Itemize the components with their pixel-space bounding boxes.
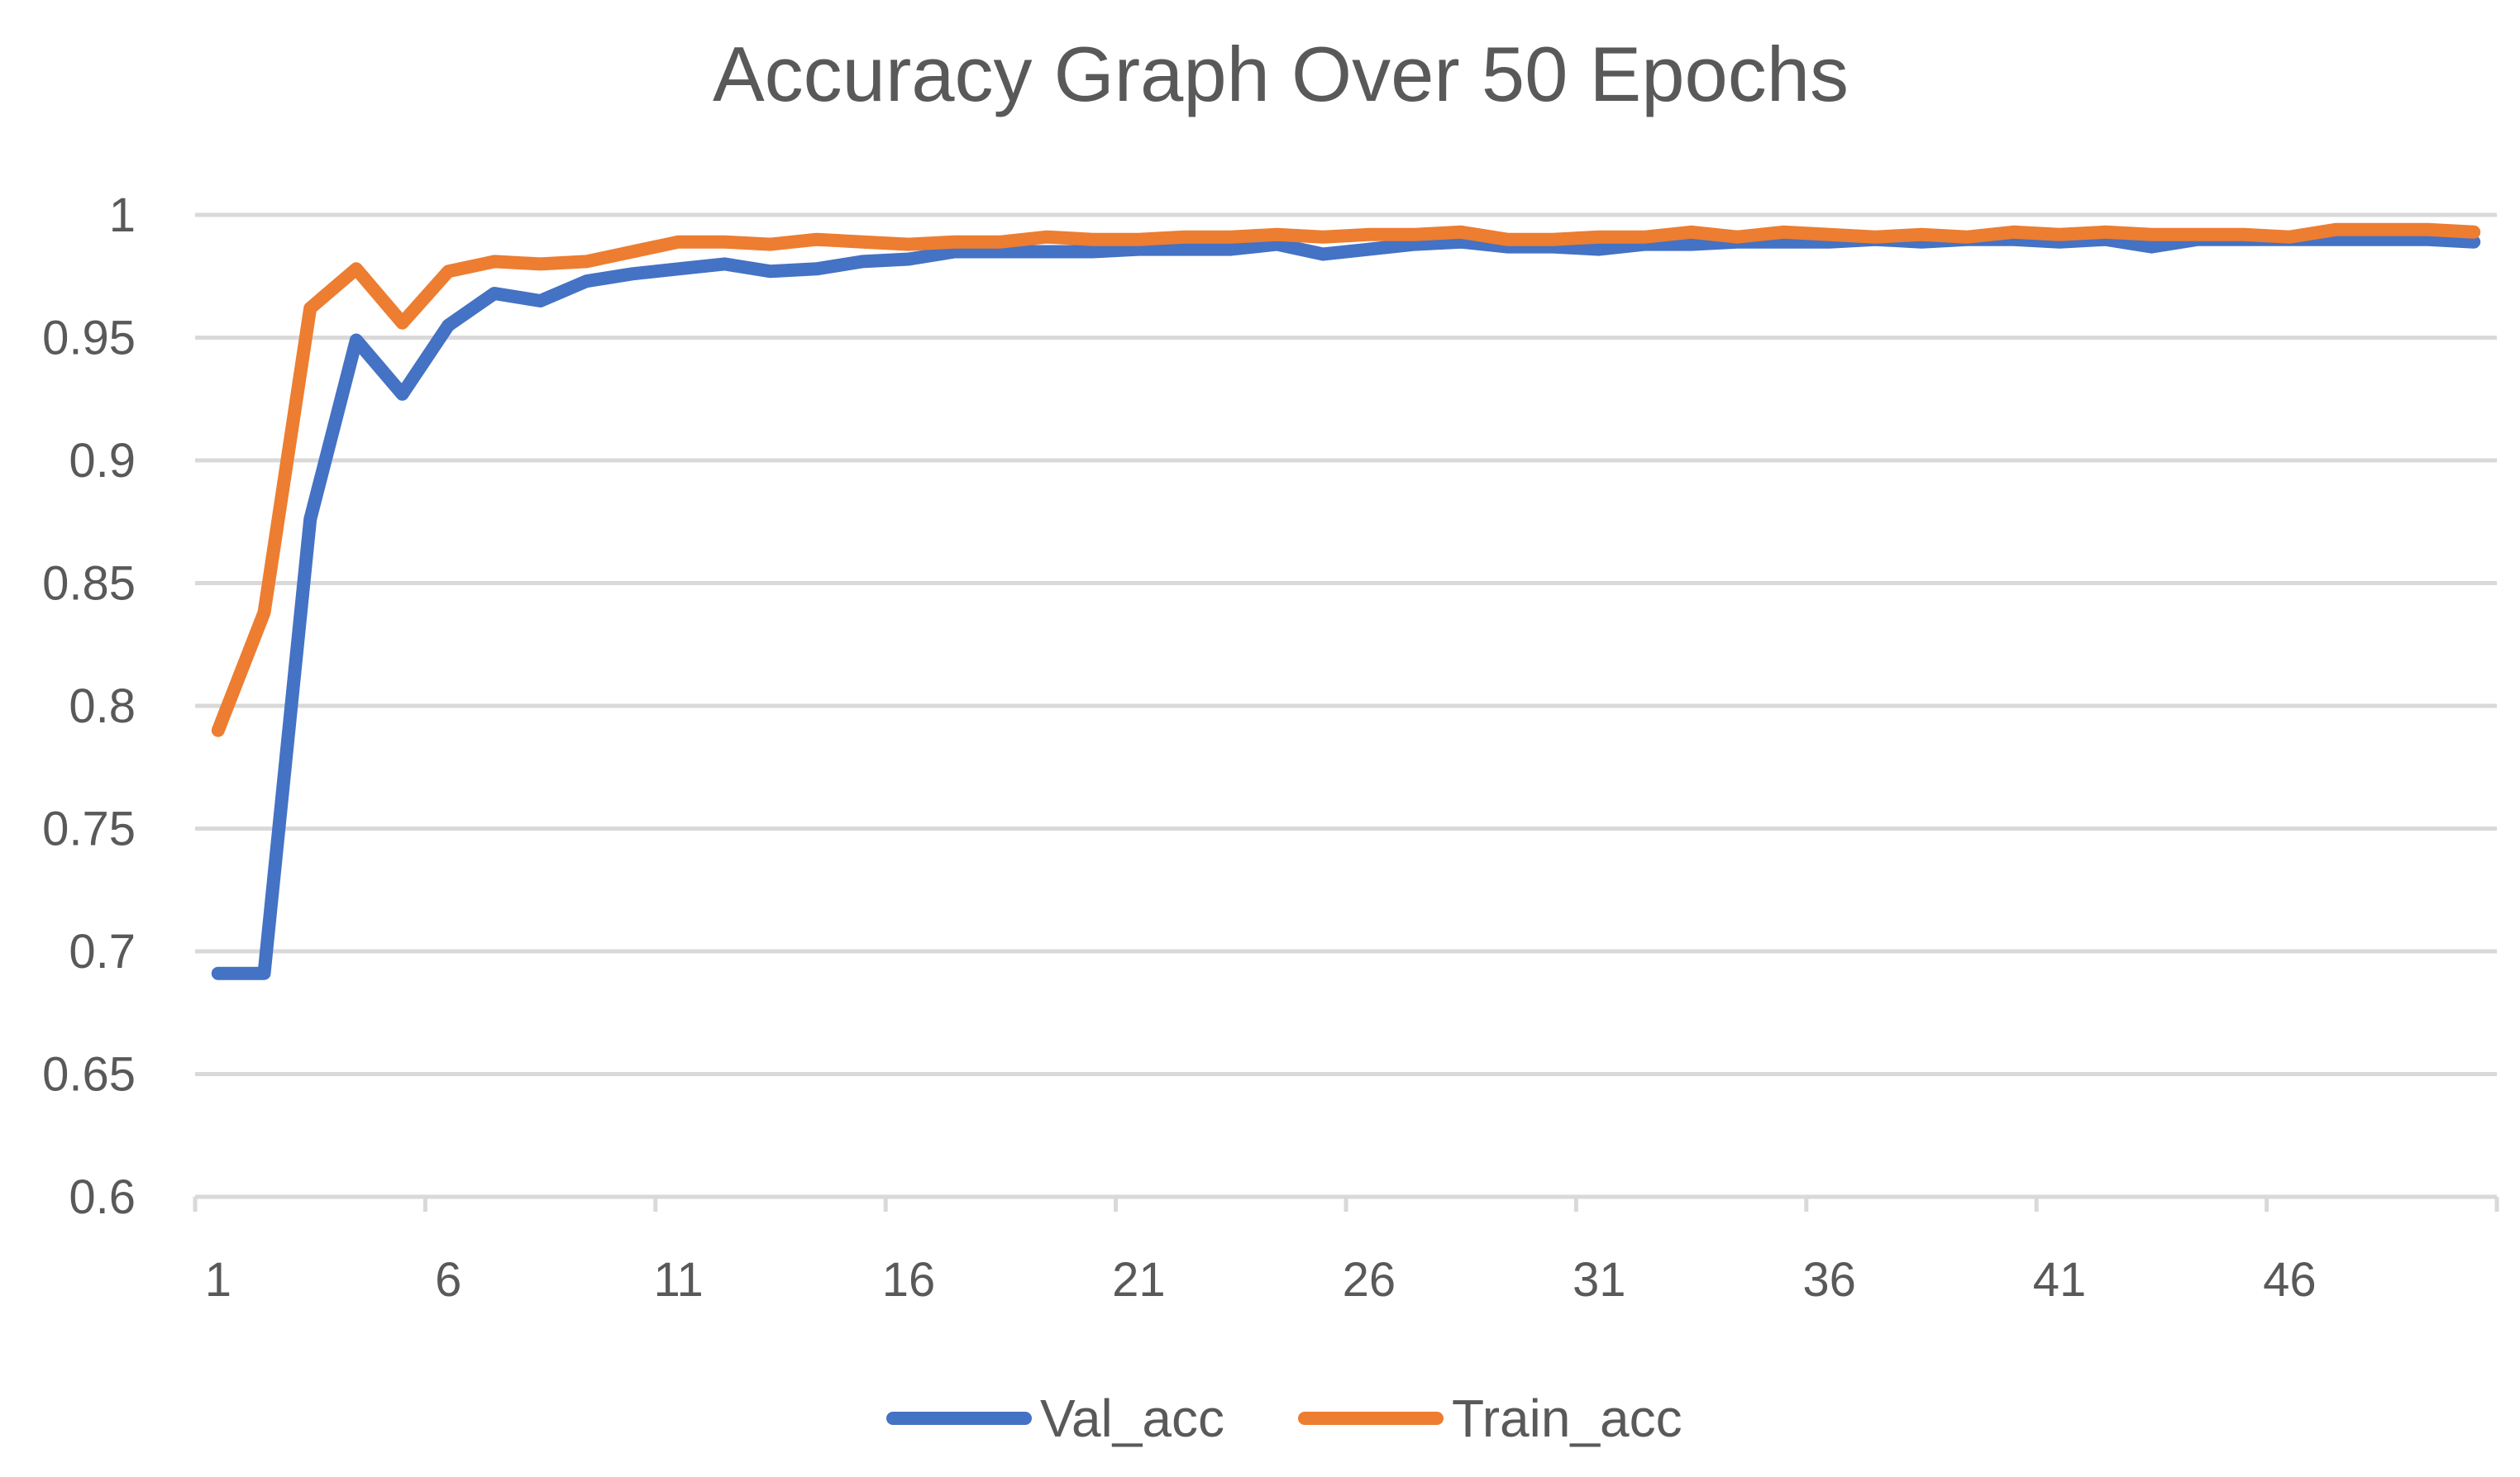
- x-axis: [193, 1194, 2499, 1212]
- y-tick-label: 0.85: [42, 557, 136, 611]
- x-tick-label: 21: [1112, 1253, 1166, 1307]
- x-tick-label: 36: [1802, 1253, 1856, 1307]
- x-tick-label: 6: [435, 1253, 461, 1307]
- y-tick-label: 0.65: [42, 1048, 136, 1102]
- x-tick-label: 16: [882, 1253, 936, 1307]
- x-axis-labels: 1 6 11 16 21 26 31 36 41 46: [205, 1253, 2317, 1307]
- series-line-val-acc: [211, 232, 2481, 980]
- y-tick-label: 0.7: [69, 925, 136, 979]
- gridlines: [195, 212, 2497, 1076]
- legend-label-val-acc: Val_acc: [1040, 1389, 1224, 1448]
- y-tick-label: 0.6: [69, 1170, 136, 1224]
- series-lines: [211, 222, 2481, 980]
- y-tick-label: 0.9: [69, 434, 136, 488]
- y-tick-label: 1: [109, 188, 136, 242]
- x-tick-label: 11: [654, 1253, 704, 1307]
- legend-label-train-acc: Train_acc: [1452, 1389, 1682, 1448]
- chart-title: Accuracy Graph Over 50 Epochs: [713, 31, 1849, 117]
- x-tick-label: 1: [205, 1253, 231, 1307]
- x-tick-label: 31: [1573, 1253, 1626, 1307]
- y-tick-label: 0.8: [69, 679, 136, 733]
- series-line-train-acc: [211, 222, 2481, 737]
- y-tick-label: 0.75: [42, 803, 136, 856]
- x-tick-label: 41: [2033, 1253, 2087, 1307]
- y-axis: 1 0.95 0.9 0.85 0.8 0.75 0.7 0.65 0.6: [42, 188, 136, 1224]
- y-tick-label: 0.95: [42, 312, 136, 365]
- x-tick-label: 26: [1343, 1253, 1396, 1307]
- x-tick-label: 46: [2263, 1253, 2317, 1307]
- legend: Val_acc Train_acc: [886, 1389, 1682, 1448]
